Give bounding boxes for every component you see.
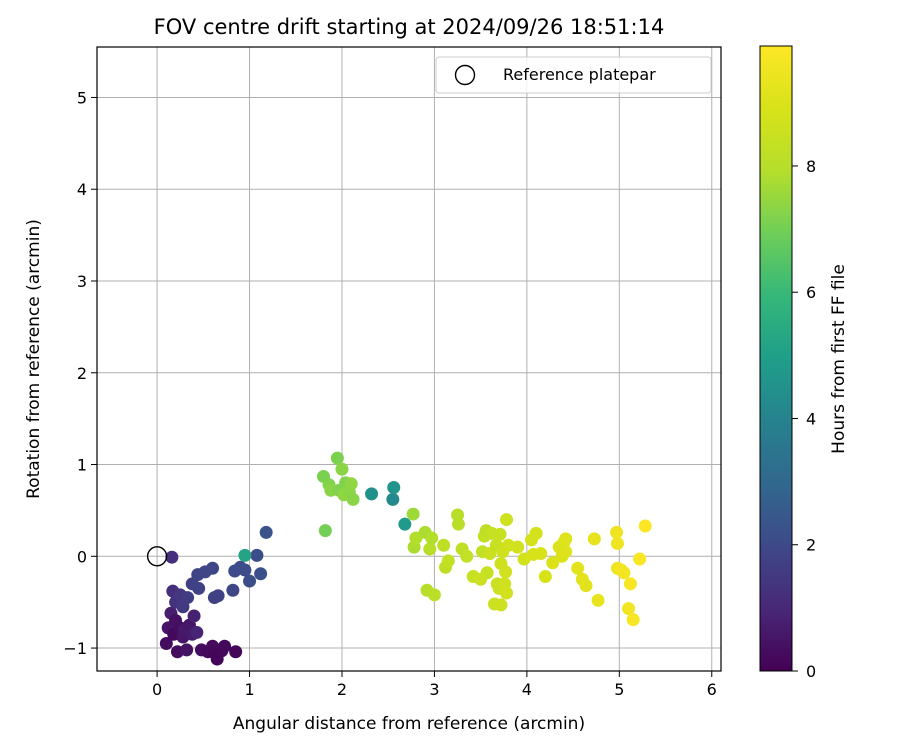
data-point: [423, 542, 437, 556]
data-point: [243, 574, 257, 588]
x-tick-label: 5: [614, 680, 624, 699]
data-point: [259, 525, 273, 539]
data-point: [365, 487, 379, 501]
colorbar-tick-label: 0: [806, 662, 816, 681]
data-point: [638, 519, 652, 533]
data-point: [511, 540, 525, 554]
x-tick-label: 1: [244, 680, 254, 699]
data-point: [579, 579, 593, 593]
colorbar-tick-label: 2: [806, 536, 816, 555]
x-axis-label: Angular distance from reference (arcmin): [233, 714, 585, 734]
y-axis-label: Rotation from reference (arcmin): [24, 219, 44, 499]
x-axis-ticks: 0 1 2 3 4 5 6: [152, 671, 717, 699]
data-point: [587, 532, 601, 546]
x-tick-label: 2: [337, 680, 347, 699]
data-point: [626, 613, 640, 627]
colorbar-tick-label: 8: [806, 157, 816, 176]
y-tick-label: 3: [77, 272, 87, 291]
reference-platepar-marker: [146, 546, 168, 567]
data-point: [425, 531, 439, 545]
legend-entry-label: Reference platepar: [503, 65, 656, 84]
data-point: [192, 581, 206, 595]
data-point: [460, 549, 474, 563]
data-point: [318, 524, 332, 538]
y-tick-label: 1: [77, 456, 87, 475]
data-point: [238, 548, 252, 562]
data-point: [387, 480, 401, 494]
data-point: [610, 525, 624, 539]
data-point: [494, 598, 508, 612]
legend-marker-icon: [454, 64, 476, 86]
data-point: [165, 550, 179, 564]
colorbar-gradient: [759, 45, 793, 672]
x-tick-label: 3: [429, 680, 439, 699]
data-point: [346, 492, 360, 506]
data-point: [187, 609, 201, 623]
data-point: [633, 552, 647, 566]
y-tick-label: 4: [77, 180, 87, 199]
data-point: [254, 567, 268, 581]
data-point: [529, 526, 543, 540]
data-point: [181, 591, 195, 605]
data-point: [437, 538, 451, 552]
y-tick-label: 2: [77, 364, 87, 383]
data-point: [226, 583, 240, 597]
data-point: [623, 577, 637, 591]
x-tick-label: 0: [152, 680, 162, 699]
x-tick-label: 4: [522, 680, 532, 699]
y-tick-label: −1: [63, 639, 87, 658]
colorbar: 0 2 4 6 8 Hours from first FF file: [759, 45, 849, 681]
data-point: [480, 566, 494, 580]
data-point: [610, 536, 624, 550]
colorbar-tick-label: 4: [806, 409, 816, 428]
reference-point: [146, 546, 168, 567]
data-point: [622, 602, 636, 616]
plot-frame: [96, 46, 722, 672]
data-point: [250, 548, 264, 562]
data-point: [591, 593, 605, 607]
y-axis-ticks: −1 0 1 2 3 4 5: [63, 88, 97, 658]
data-point: [427, 588, 441, 602]
legend: Reference platepar: [435, 56, 712, 94]
data-point: [229, 645, 243, 659]
chart-title: FOV centre drift starting at 2024/09/26 …: [154, 15, 665, 39]
data-point: [493, 527, 507, 541]
data-point: [386, 492, 400, 506]
data-point: [330, 451, 344, 465]
data-point: [159, 636, 173, 650]
data-point: [500, 586, 514, 600]
data-point: [617, 566, 631, 580]
colorbar-label: Hours from first FF file: [829, 264, 849, 454]
data-point: [344, 477, 358, 491]
x-tick-label: 6: [707, 680, 717, 699]
data-point: [406, 507, 420, 521]
scatter-points: [159, 451, 652, 666]
data-point: [398, 517, 412, 531]
grid-lines: [97, 47, 721, 671]
data-point: [451, 517, 465, 531]
data-point: [538, 569, 552, 583]
data-point: [546, 556, 560, 570]
legend-box: [435, 56, 712, 94]
data-point: [218, 639, 232, 653]
y-tick-label: 5: [77, 88, 87, 107]
data-point: [559, 532, 573, 546]
data-point: [571, 561, 585, 575]
data-point: [441, 554, 455, 568]
data-point: [559, 545, 573, 559]
data-point: [500, 513, 514, 527]
data-point: [534, 547, 548, 561]
colorbar-ticks: 0 2 4 6 8: [792, 157, 816, 681]
data-point: [180, 643, 194, 657]
data-point: [499, 565, 513, 579]
y-tick-label: 0: [77, 547, 87, 566]
colorbar-tick-label: 6: [806, 283, 816, 302]
data-point: [335, 462, 349, 476]
data-point: [206, 561, 220, 575]
data-point: [238, 563, 252, 577]
data-point: [211, 589, 225, 603]
data-point: [190, 625, 204, 639]
